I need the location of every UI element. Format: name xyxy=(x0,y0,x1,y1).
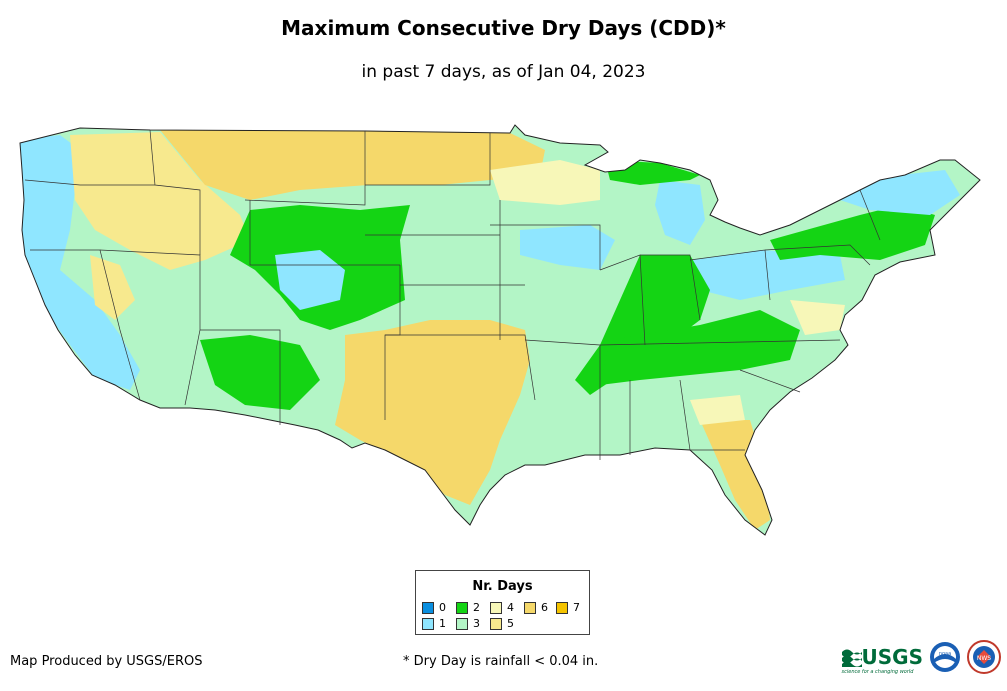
dry-days-6-montana xyxy=(160,130,368,200)
us-outline xyxy=(19,124,981,536)
dry-days-2-tennessee xyxy=(600,310,800,385)
legend-label: 4 xyxy=(507,601,514,614)
border-vt-nh xyxy=(859,189,881,241)
legend-label: 7 xyxy=(573,601,580,614)
dry-days-1-west-coast xyxy=(20,135,140,390)
legend-swatch xyxy=(456,617,468,630)
border-ok xyxy=(385,334,536,401)
legend-item-2: 2 xyxy=(456,601,480,614)
dry-days-2-arizona xyxy=(200,335,320,410)
legend-swatch xyxy=(490,617,502,630)
border-california xyxy=(30,249,141,401)
border-oregon xyxy=(24,179,155,186)
border-arizona-nm xyxy=(200,329,281,425)
map-credit: Map Produced by USGS/EROS xyxy=(10,654,203,669)
usgs-wordmark: USGS xyxy=(861,645,923,669)
noaa-text: noaa xyxy=(939,651,951,657)
agency-logos: USGS science for a changing world noaa N… xyxy=(841,640,1001,675)
usgs-wave-icon xyxy=(841,649,862,667)
dry-days-1-michigan xyxy=(655,180,705,245)
legend-item-3: 3 xyxy=(456,617,480,630)
border-colorado xyxy=(249,200,400,266)
dry-days-4-georgia xyxy=(690,395,745,425)
border-indiana xyxy=(640,254,701,321)
legend-swatch xyxy=(556,601,568,614)
dry-days-4-minnesota xyxy=(490,160,600,205)
legend-swatch xyxy=(524,601,536,614)
dry-days-2-northeast xyxy=(770,205,935,260)
legend-label: 6 xyxy=(541,601,548,614)
legend-item-5: 5 xyxy=(490,617,514,630)
legend-item-6: 6 xyxy=(524,601,548,614)
dry-days-6-texas xyxy=(335,320,530,505)
noaa-logo-icon: noaa xyxy=(930,642,960,672)
dry-days-1-iowa xyxy=(520,225,615,270)
legend-label: 3 xyxy=(473,617,480,630)
legend-item-0: 0 xyxy=(422,601,446,614)
legend-label: 0 xyxy=(439,601,446,614)
map-title: Maximum Consecutive Dry Days (CDD)* xyxy=(281,16,726,40)
us-dry-days-map xyxy=(19,124,981,536)
border-sc xyxy=(739,369,801,393)
legend-label: 2 xyxy=(473,601,480,614)
legend-swatch xyxy=(456,601,468,614)
border-pa xyxy=(764,244,871,266)
state-borders xyxy=(24,129,881,460)
legend-item-4: 4 xyxy=(490,601,514,614)
border-iowa xyxy=(490,224,601,270)
border-nevada-utah xyxy=(99,249,201,406)
legend-swatch xyxy=(490,601,502,614)
legend: Nr. Days 0 1 2 3 4 5 6 7 xyxy=(415,570,590,635)
border-al-ga xyxy=(679,379,691,451)
legend-title: Nr. Days xyxy=(472,579,533,594)
border-idaho xyxy=(149,129,201,255)
nws-text: NWS xyxy=(977,655,991,662)
border-tn-ky xyxy=(599,339,841,346)
dry-days-5-northwest xyxy=(70,132,250,270)
dry-days-6-florida xyxy=(700,420,770,530)
border-wyoming xyxy=(244,131,366,206)
legend-swatch xyxy=(422,617,434,630)
usgs-logo: USGS science for a changing world xyxy=(841,645,923,675)
border-nd-sd xyxy=(365,133,491,186)
legend-item-1: 1 xyxy=(422,617,446,630)
legend-swatch xyxy=(422,601,434,614)
map-subtitle: in past 7 days, as of Jan 04, 2023 xyxy=(361,62,646,82)
legend-label: 5 xyxy=(507,617,514,630)
dry-days-raster xyxy=(20,125,980,535)
legend-item-7: 7 xyxy=(556,601,580,614)
dry-day-note: * Dry Day is rainfall < 0.04 in. xyxy=(403,654,599,669)
nws-logo-icon: NWS xyxy=(967,640,1001,674)
dry-days-4-virginia xyxy=(790,300,845,335)
usgs-tagline: science for a changing world xyxy=(841,669,914,675)
dry-days-5-nevada xyxy=(90,255,135,320)
legend-label: 1 xyxy=(439,617,446,630)
